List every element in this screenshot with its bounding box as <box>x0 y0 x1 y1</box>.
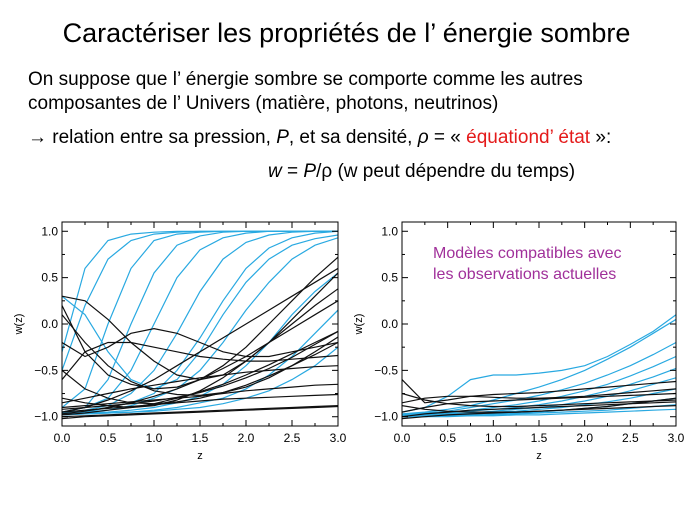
note-line-1: Modèles compatibles avec <box>433 245 622 262</box>
series-line-cyan-9 <box>402 408 676 418</box>
series-line-black-6 <box>62 330 338 416</box>
formula-p: P <box>303 161 317 182</box>
y-tick-label: 1.0 <box>41 224 58 238</box>
compatible-models-note: Modèles compatibles avec les observation… <box>433 243 622 285</box>
intro-line-1: On suppose que l’ énergie sombre se comp… <box>28 69 583 90</box>
x-axis-label: z <box>536 450 542 462</box>
series-line-black-1 <box>62 256 338 390</box>
series-line-cyan-8 <box>62 234 338 390</box>
x-tick-label: 2.0 <box>576 431 593 445</box>
x-tick-label: 1.0 <box>485 431 502 445</box>
y-tick-label: 0.5 <box>381 271 398 285</box>
x-tick-label: 0.0 <box>394 431 411 445</box>
y-tick-label: −1.0 <box>374 410 398 424</box>
pressure-symbol: P <box>276 127 289 148</box>
y-tick-label: −1.0 <box>34 410 58 424</box>
formula-slash-rho: /ρ <box>316 161 333 182</box>
relation-line: → relation entre sa pression, P, et sa d… <box>28 127 611 149</box>
series-line-black-9 <box>62 393 338 413</box>
series-line-cyan-4 <box>402 367 676 417</box>
series-line-black-6 <box>402 397 676 413</box>
y-tick-label: 1.0 <box>381 224 398 238</box>
series-line-black-11 <box>62 288 338 409</box>
x-axis-label: z <box>197 450 203 462</box>
series-line-black-10 <box>62 405 338 418</box>
relation-eq-sign: = « <box>428 127 467 148</box>
y-tick-label: −0.5 <box>374 363 398 377</box>
series-line-black-1 <box>402 388 676 404</box>
relation-text-pre: relation entre sa pression, <box>47 127 277 148</box>
x-tick-label: 3.0 <box>330 431 347 445</box>
note-line-2: les observations actuelles <box>433 266 617 283</box>
series-line-cyan-1 <box>402 318 676 415</box>
series-line-black-5 <box>62 300 338 415</box>
series-line-black-13 <box>62 314 338 397</box>
chart-left: 0.0 0.5 1.0 1.5 2.0 2.5 3.0 −1.0 −0.5 0.0 0.5 1.0 z w… <box>13 221 347 462</box>
series-line-black-14 <box>62 405 338 420</box>
y-tick-label: 0.5 <box>41 271 58 285</box>
x-tick-label: 3.0 <box>668 431 685 445</box>
y-tick-label: 0.0 <box>41 317 58 331</box>
x-tick-label: 2.5 <box>622 431 639 445</box>
y-axis-label: w(z) <box>13 314 25 336</box>
x-tick-label: 2.5 <box>284 431 301 445</box>
chart-right: 0.0 0.5 1.0 1.5 2.0 2.5 3.0 −1.0 −0.5 0.0 0.5 1.0 z w… <box>353 221 685 462</box>
x-tick-label: 0.5 <box>100 431 117 445</box>
series-group <box>402 314 676 420</box>
relation-text-post: »: <box>590 127 612 148</box>
series-line-black-3 <box>62 341 338 380</box>
x-tick-label: 1.5 <box>192 431 209 445</box>
x-tick-label: 1.5 <box>531 431 548 445</box>
x-tick-label: 1.0 <box>146 431 163 445</box>
intro-line-2: composantes de l’ Univers (matière, phot… <box>28 93 499 114</box>
intro-paragraph: On suppose que l’ énergie sombre se comp… <box>28 68 583 116</box>
formula-note: (w peut dépendre du temps) <box>332 161 576 182</box>
series-line-black-4 <box>62 267 338 413</box>
series-line-cyan-2 <box>62 230 338 408</box>
relation-text-mid: , et sa densité, <box>288 127 418 148</box>
series-line-black-7 <box>62 365 338 404</box>
arrow-icon: → <box>28 127 47 148</box>
x-tick-label: 2.0 <box>238 431 255 445</box>
x-tick-label: 0.0 <box>54 431 71 445</box>
x-tick-label: 0.5 <box>439 431 456 445</box>
y-tick-label: −0.5 <box>34 363 58 377</box>
y-axis-label: w(z) <box>353 314 365 336</box>
slide-title: Caractériser les propriétés de l’ énergi… <box>62 18 631 48</box>
equation-of-state-term: équationd’ état <box>466 127 591 148</box>
series-line-black-8 <box>62 383 338 409</box>
formula-equals: = <box>281 161 304 182</box>
series-line-cyan-11 <box>62 346 338 416</box>
series-line-black-0 <box>402 379 676 404</box>
series-line-black-2 <box>62 327 338 358</box>
y-tick-label: 0.0 <box>381 317 398 331</box>
formula-w: w <box>268 161 282 182</box>
series-line-cyan-8 <box>402 404 676 418</box>
series-line-cyan-3 <box>62 230 338 413</box>
formula-line: w = P/ρ (w peut dépendre du temps) <box>268 161 575 183</box>
series-line-black-15 <box>62 330 338 410</box>
series-group <box>62 230 338 420</box>
series-line-black-3 <box>402 392 676 408</box>
density-symbol: ρ <box>417 127 429 148</box>
